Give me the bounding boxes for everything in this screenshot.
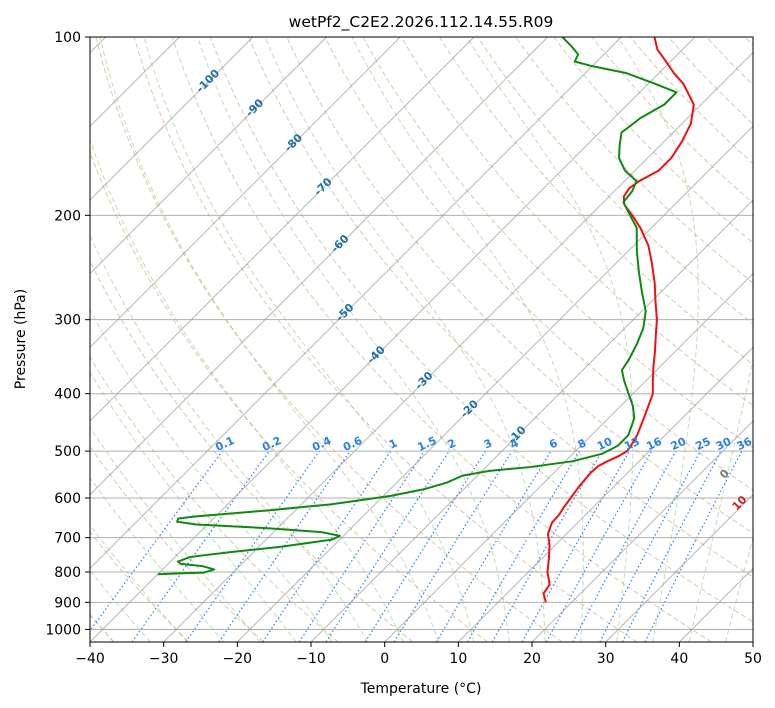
isotherm-line	[310, 199, 753, 642]
x-tick-label: 30	[597, 651, 615, 667]
y-tick-label: 100	[54, 30, 81, 46]
y-tick-label: 400	[54, 387, 81, 403]
y-tick-label: 900	[54, 595, 81, 611]
x-tick-label: 20	[523, 651, 541, 667]
y-tick-label: 800	[54, 565, 81, 581]
y-tick-label: 500	[54, 444, 81, 460]
dry-adiabat-line	[362, 37, 753, 449]
plot-area: -100-90-80-70-60-50-40-30-20-100.1 0.2 0.4…	[90, 37, 770, 642]
dry-adiabat-line	[248, 37, 753, 578]
isotherm-line	[90, 37, 696, 642]
x-tick-label: −20	[223, 651, 253, 667]
moist-adiabat-label: 20	[750, 517, 770, 537]
dry-adiabat-line	[90, 445, 264, 642]
mixing-ratio-line	[131, 450, 270, 642]
isotherm-line	[90, 37, 327, 275]
isotherm-line	[90, 37, 254, 201]
mixing-ratio-line	[90, 450, 223, 632]
isotherm-line	[605, 494, 753, 642]
isotherm-line	[163, 52, 753, 642]
dry-adiabat-line	[324, 37, 753, 491]
dry-adiabat-line	[133, 37, 638, 642]
isotherm-line	[90, 37, 401, 348]
isotherm-line	[531, 420, 753, 642]
isotherm-line	[384, 273, 753, 642]
mixing-ratio-line	[435, 450, 552, 642]
isotherm-line	[90, 37, 548, 496]
x-tick-label: −10	[296, 651, 326, 667]
x-axis: −40 −30 −20 −10 0 10 20 30 40 50	[75, 642, 762, 667]
mixing-ratio-label: 13	[622, 435, 641, 453]
chart-title: wetPf2_C2E2.2026.112.14.55.R09	[289, 13, 554, 32]
mixing-ratio-line	[393, 450, 513, 642]
y-axis: 100 200 300 400 500 600 700 800 900 1000	[45, 30, 90, 638]
dry-adiabat-line	[209, 37, 753, 623]
mixing-ratio-label: 20	[669, 435, 689, 453]
mixing-ratio-label: 30	[714, 435, 734, 453]
isotherm-line	[237, 125, 753, 642]
y-tick-label: 200	[54, 208, 81, 224]
dry-adiabat-line	[438, 37, 753, 366]
dry-adiabat-line	[286, 37, 753, 534]
dewpoint-profile	[157, 37, 678, 576]
mixing-ratio-line	[185, 450, 320, 642]
mixing-ratio-label: 10	[595, 435, 615, 453]
x-tick-label: 40	[670, 651, 688, 667]
mixing-ratio-line	[521, 450, 631, 642]
plot-frame	[89, 36, 754, 643]
isotherms	[90, 37, 753, 642]
y-tick-label: 700	[54, 531, 81, 547]
x-tick-label: 0	[380, 651, 389, 667]
temperature-profile	[542, 37, 695, 603]
moist-adiabat-line	[90, 308, 333, 642]
dry-adiabat-line	[90, 259, 414, 642]
dry-adiabat-line	[591, 37, 753, 204]
mixing-ratio-line	[325, 450, 450, 642]
mixing-ratio-line	[364, 450, 486, 642]
y-tick-label: 600	[54, 491, 81, 507]
profile-lines	[157, 37, 695, 603]
x-tick-label: 10	[449, 651, 467, 667]
mixing-ratio-line	[572, 450, 677, 642]
mixing-ratio-line	[218, 450, 351, 642]
isotherm-line	[90, 37, 622, 569]
x-tick-label: −30	[149, 651, 179, 667]
mixing-ratio-label: 25	[693, 435, 712, 453]
dry-adiabat-line	[477, 37, 753, 325]
mixing-ratio-line	[466, 450, 580, 642]
y-tick-label: 300	[54, 313, 81, 329]
isotherm-line	[458, 346, 753, 642]
x-tick-label: 50	[744, 651, 762, 667]
mixing-ratio-label: 16	[644, 435, 664, 453]
x-tick-label: −40	[75, 651, 105, 667]
x-axis-label: Temperature (°C)	[360, 681, 482, 697]
dry-adiabat-line	[90, 531, 190, 642]
dry-adiabat-line	[515, 37, 753, 284]
dry-adiabat-line	[400, 37, 753, 407]
dry-adiabat-line	[90, 150, 488, 642]
moist-adiabat-line	[90, 524, 188, 642]
isotherm-line	[90, 37, 475, 422]
mixing-ratio-line	[491, 450, 603, 642]
moist-adiabat-line	[90, 569, 151, 642]
y-axis-label: Pressure (hPa)	[13, 289, 29, 389]
y-tick-label: 1000	[45, 622, 81, 638]
dry-adiabat-line	[171, 37, 712, 642]
mixing-ratio-label: 36	[735, 435, 755, 453]
mixing-ratio-lines	[90, 450, 743, 642]
